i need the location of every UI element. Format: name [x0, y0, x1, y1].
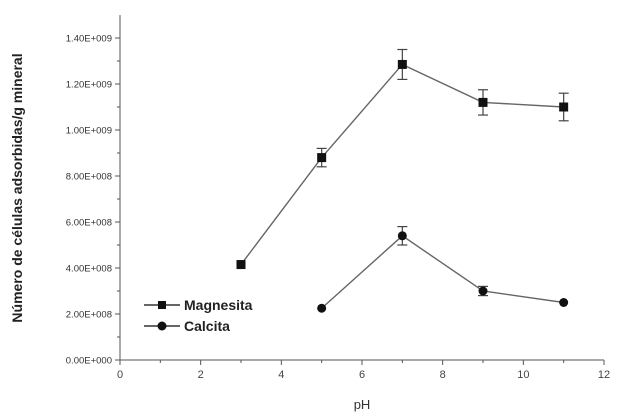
- legend-marker-magnesita: [158, 301, 166, 309]
- ticks: 0.00E+000 2.00E+008 4.00E+008 6.00E+008 8.00…: [66, 34, 610, 382]
- x-tick-label: 2: [198, 369, 204, 381]
- y-tick-label: 8.00E+008: [66, 172, 112, 183]
- point-magnesita: [478, 97, 488, 107]
- point-magnesita: [236, 260, 246, 270]
- point-magnesita: [397, 59, 407, 69]
- y-tick-label: 6.00E+008: [66, 218, 112, 229]
- point-calcita: [559, 298, 569, 307]
- y-tick-label: 1.20E+009: [66, 80, 112, 91]
- point-calcita: [397, 231, 407, 241]
- y-tick-label: 2.00E+008: [66, 310, 112, 321]
- series-lines: [240, 63, 564, 309]
- legend: Magnesita Calcita: [144, 297, 253, 334]
- legend-label-magnesita: Magnesita: [184, 297, 253, 313]
- legend-marker-calcita: [157, 321, 167, 331]
- marks: [236, 48, 569, 313]
- y-tick-label: 1.00E+009: [66, 126, 112, 137]
- x-tick-label: 6: [359, 369, 365, 381]
- point-magnesita: [559, 102, 569, 112]
- point-calcita: [317, 303, 327, 313]
- y-tick-label: 1.40E+009: [66, 34, 112, 45]
- x-tick-label: 0: [117, 369, 123, 381]
- x-tick-label: 12: [598, 369, 610, 381]
- series-line-calcita: [321, 234, 564, 309]
- y-tick-label: 0.00E+000: [66, 356, 112, 367]
- y-tick-label: 4.00E+008: [66, 264, 112, 275]
- x-tick-label: 8: [440, 369, 446, 381]
- point-calcita: [478, 286, 488, 296]
- y-axis-label: Número de células adsorbidas/g mineral: [9, 53, 25, 322]
- legend-label-calcita: Calcita: [184, 318, 230, 334]
- x-tick-label: 4: [278, 369, 284, 381]
- x-axis-label: pH: [354, 397, 371, 412]
- x-tick-label: 10: [517, 369, 529, 381]
- point-magnesita: [317, 153, 327, 163]
